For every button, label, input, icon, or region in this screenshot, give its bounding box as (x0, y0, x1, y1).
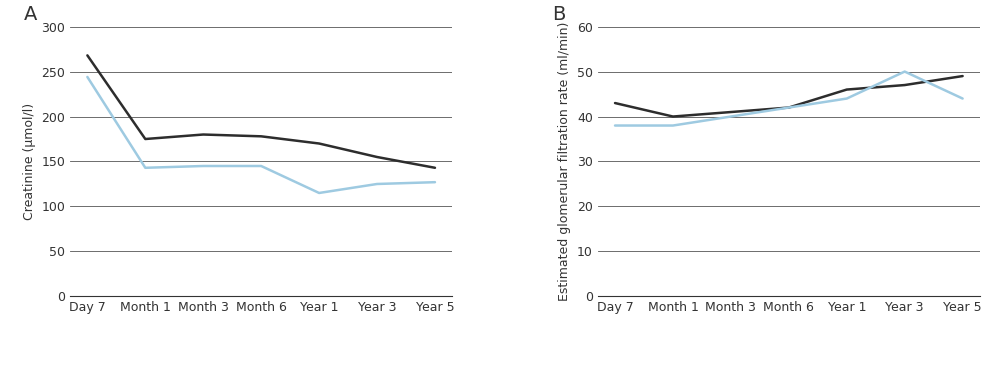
Legend: Recipient – man, Recipient – woman: Recipient – man, Recipient – woman (631, 378, 947, 380)
Text: B: B (552, 5, 565, 24)
Text: A: A (24, 5, 37, 24)
Y-axis label: Estimated glomerular filtration rate (ml/min): Estimated glomerular filtration rate (ml… (558, 22, 571, 301)
Y-axis label: Creatinine (μmol/l): Creatinine (μmol/l) (23, 103, 36, 220)
Legend: Recipient – man, Recipient – woman: Recipient – man, Recipient – woman (103, 378, 419, 380)
